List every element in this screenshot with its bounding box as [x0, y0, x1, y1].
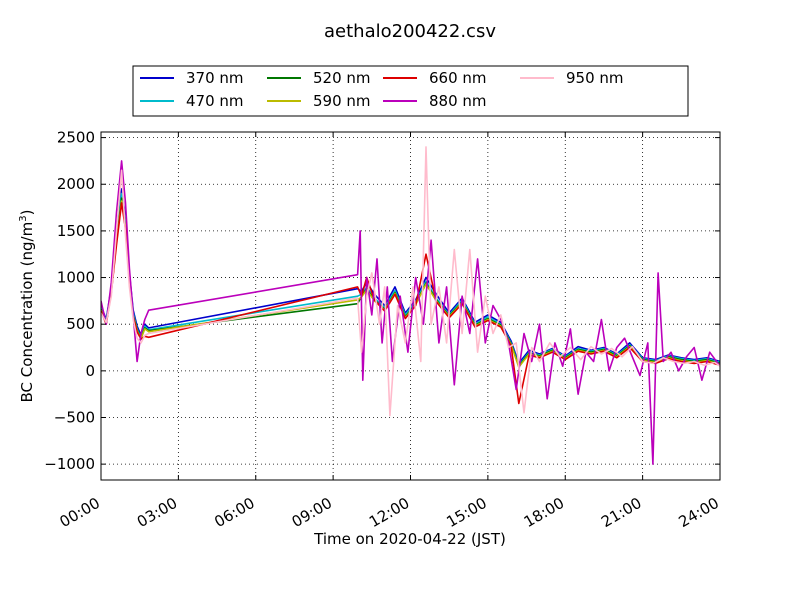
series-line-470-nm: [101, 192, 720, 367]
chart-title: aethalo200422.csv: [324, 21, 496, 42]
y-tick-label: 2000: [57, 175, 95, 193]
x-axis-label: Time on 2020-04-22 (JST): [313, 530, 506, 548]
x-tick-label: 00:00: [57, 494, 103, 531]
y-tick-label: −1000: [44, 455, 95, 473]
x-tick-label: 06:00: [211, 494, 257, 531]
series-line-950-nm: [101, 146, 720, 417]
legend-label: 950 nm: [566, 69, 624, 87]
x-tick-label: 12:00: [366, 494, 412, 531]
y-tick-label: 1500: [57, 222, 95, 240]
y-axis: −1000 −500 0 500 1000 1500 2000 2500: [44, 129, 720, 473]
legend-items: 370 nm 470 nm 520 nm 590 nm 660 nm 880 nm 950 …: [140, 69, 624, 110]
y-tick-label: 500: [66, 315, 95, 333]
x-tick-label: 15:00: [443, 494, 489, 531]
legend-box: [132, 65, 689, 117]
y-axis-label-end: ): [18, 210, 36, 216]
series-layer: [101, 146, 720, 465]
legend-label: 520 nm: [313, 69, 371, 87]
x-tick-label: 03:00: [134, 494, 180, 531]
series-line-880-nm: [101, 160, 720, 465]
legend-label: 660 nm: [429, 69, 487, 87]
y-axis-label-main: BC Concentration (ng/m: [18, 222, 36, 403]
y-tick-label: 1000: [57, 269, 95, 287]
legend-label: 370 nm: [186, 69, 244, 87]
legend-label: 880 nm: [429, 92, 487, 110]
y-tick-label: −500: [54, 408, 95, 426]
x-tick-label: 09:00: [289, 494, 335, 531]
x-tick-label: 18:00: [521, 494, 567, 531]
legend: 370 nm 470 nm 520 nm 590 nm 660 nm 880 nm 950 …: [132, 65, 689, 117]
y-axis-label: BC Concentration (ng/m3): [18, 210, 36, 403]
legend-label: 590 nm: [313, 92, 371, 110]
x-tick-label: 24:00: [676, 494, 722, 531]
y-axis-label-superscript: 3: [18, 215, 29, 221]
y-tick-label: 0: [85, 362, 95, 380]
legend-label: 470 nm: [186, 92, 244, 110]
x-tick-label: 21:00: [598, 494, 644, 531]
y-tick-label: 2500: [57, 129, 95, 147]
